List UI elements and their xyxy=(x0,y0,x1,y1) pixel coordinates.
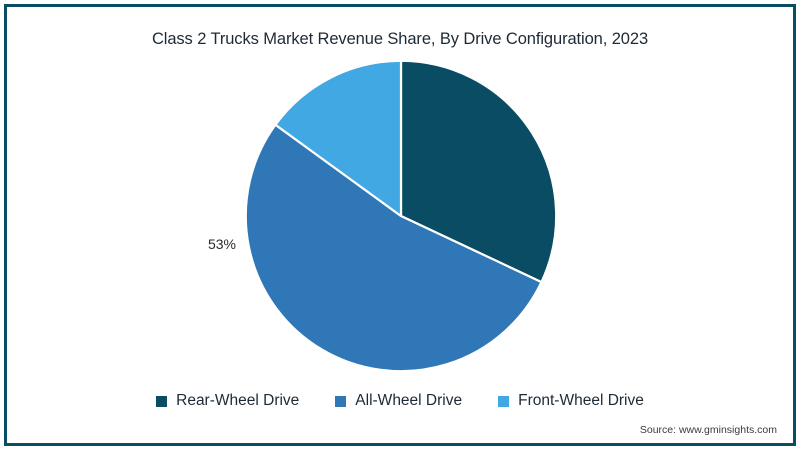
chart-legend: Rear-Wheel Drive All-Wheel Drive Front-W… xyxy=(0,392,800,410)
legend-swatch-icon-all-wheel-drive xyxy=(335,395,347,407)
source-attribution: Source: www.gminsights.com xyxy=(639,424,777,436)
pie-chart-svg xyxy=(245,60,557,372)
legend-swatch-icon-front-wheel-drive xyxy=(498,395,510,407)
legend-swatch-icon-rear-wheel-drive xyxy=(156,395,168,407)
legend-item-rear-wheel-drive[interactable]: Rear-Wheel Drive xyxy=(156,392,299,410)
legend-item-front-wheel-drive[interactable]: Front-Wheel Drive xyxy=(498,392,644,410)
legend-label-all-wheel-drive: All-Wheel Drive xyxy=(355,392,463,409)
pie-slice-group xyxy=(245,60,557,372)
legend-item-all-wheel-drive[interactable]: All-Wheel Drive xyxy=(335,392,462,410)
legend-label-front-wheel-drive: Front-Wheel Drive xyxy=(518,392,644,409)
pie-chart xyxy=(245,60,557,372)
legend-label-rear-wheel-drive: Rear-Wheel Drive xyxy=(176,392,300,409)
page-title: Class 2 Trucks Market Revenue Share, By … xyxy=(151,30,649,48)
pie-slice-label-all-wheel-drive: 53% xyxy=(207,236,236,252)
pie-slice-front-wheel-drive[interactable] xyxy=(274,60,403,218)
pie-slice-rear-wheel-drive[interactable] xyxy=(399,60,557,284)
pie-slice-all-wheel-drive[interactable] xyxy=(245,123,543,372)
